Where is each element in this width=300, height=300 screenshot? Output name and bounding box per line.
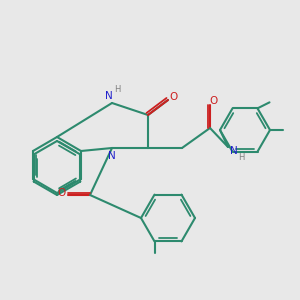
Text: H: H	[238, 152, 244, 161]
Text: N: N	[230, 146, 238, 156]
Text: H: H	[114, 85, 120, 94]
Text: O: O	[57, 188, 65, 198]
Text: N: N	[108, 151, 116, 161]
Text: N: N	[105, 91, 113, 101]
Text: O: O	[210, 96, 218, 106]
Text: O: O	[169, 92, 177, 102]
